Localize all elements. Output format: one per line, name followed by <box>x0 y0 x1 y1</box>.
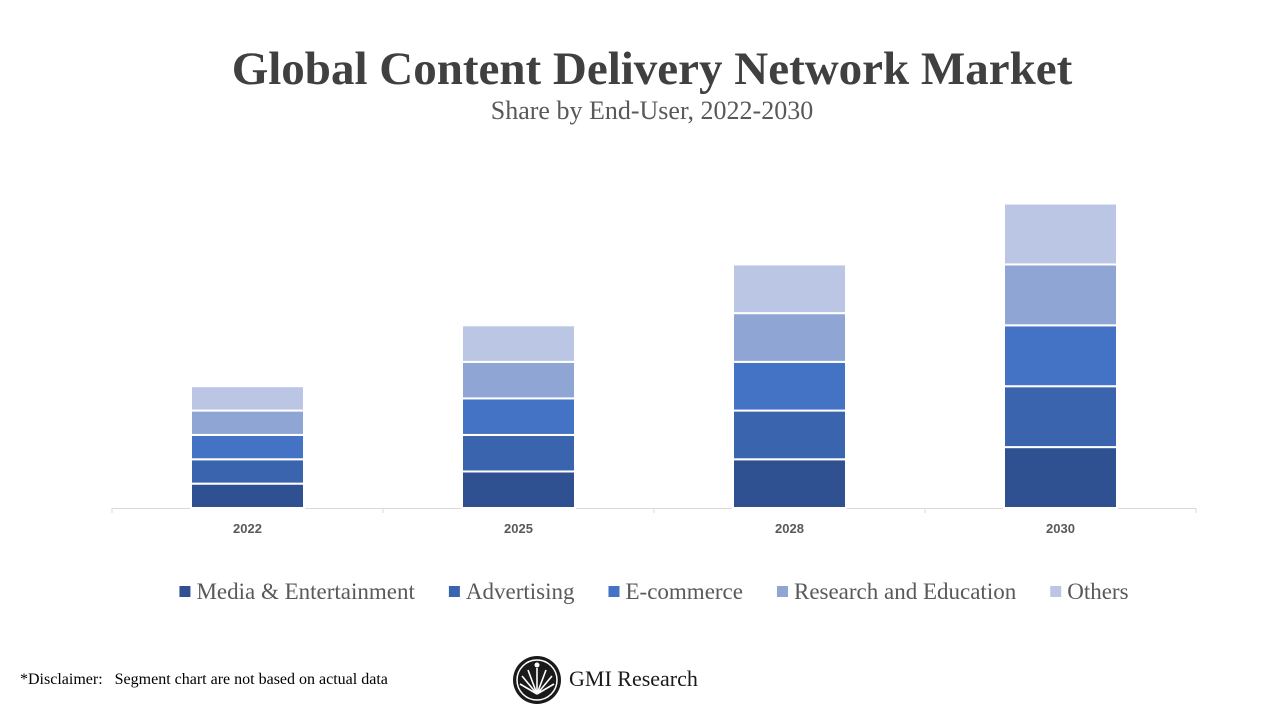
legend-swatch <box>1050 586 1062 597</box>
bar-segment <box>732 409 847 461</box>
disclaimer: *Disclaimer: Segment chart are not based… <box>20 671 388 688</box>
bar-segment <box>1003 385 1118 449</box>
brand-name: GMI Research <box>569 666 698 691</box>
bar-segment <box>190 409 305 436</box>
bar-segment <box>732 312 847 363</box>
bar-segment <box>461 360 576 400</box>
x-tick-label: 2030 <box>1046 521 1075 536</box>
legend-label: Others <box>1067 579 1128 604</box>
bar-segment <box>732 263 847 315</box>
legend-swatch <box>179 586 191 597</box>
bar-segment <box>190 385 305 412</box>
bar-segment <box>1003 446 1118 510</box>
x-tick-label: 2025 <box>504 521 533 536</box>
bar-segment <box>461 324 576 363</box>
legend-label: Research and Education <box>794 579 1017 604</box>
chart-title: Global Content Delivery Network Market <box>232 43 1073 95</box>
bar-segment <box>461 470 576 510</box>
x-tick-label: 2028 <box>775 521 804 536</box>
bar-segment <box>732 360 847 412</box>
legend-swatch <box>448 586 460 597</box>
bar-segment <box>732 458 847 509</box>
legend-label: Media & Entertainment <box>196 579 415 604</box>
legend-swatch <box>776 586 788 597</box>
bar-segment <box>461 433 576 473</box>
bar-segment <box>190 458 305 485</box>
chart-subtitle: Share by End-User, 2022-2030 <box>491 96 813 125</box>
bar-segment <box>1003 324 1118 388</box>
legend-label: E-commerce <box>625 579 742 604</box>
bar-segment <box>1003 263 1118 327</box>
legend-label: Advertising <box>466 579 575 604</box>
legend: Media & Entertainment Advertising E-commer… <box>179 579 1129 604</box>
bar-segment <box>190 482 305 509</box>
x-tick-label: 2022 <box>233 521 262 536</box>
bar-segment <box>1003 202 1118 266</box>
brand-logo <box>513 656 561 704</box>
bar-segment <box>190 433 305 461</box>
legend-swatch <box>608 586 620 597</box>
bar-segment <box>461 397 576 436</box>
